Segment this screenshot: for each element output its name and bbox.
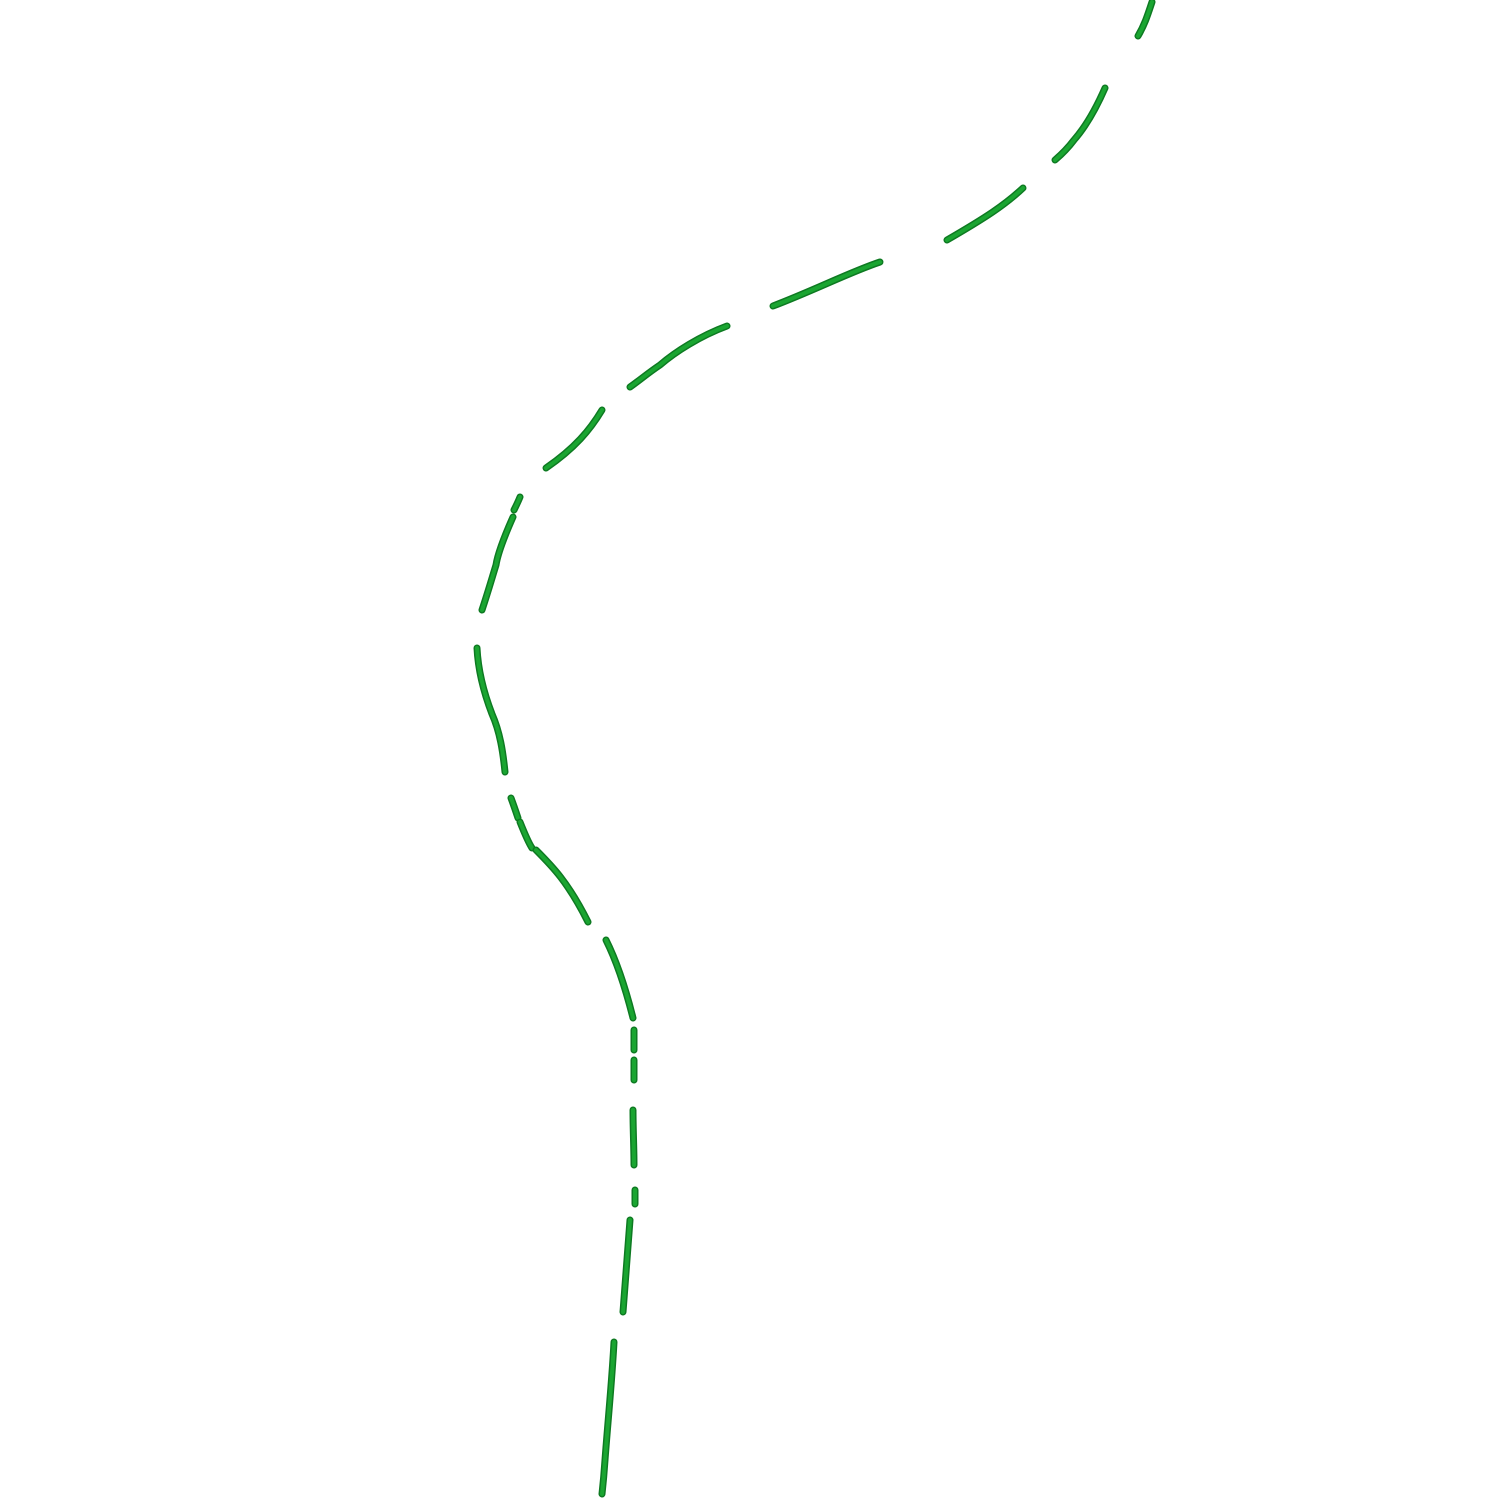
dash-segment [475,646,507,774]
dash-segment [480,515,515,612]
dash-segment [534,848,590,924]
dash-segment [631,1108,636,1167]
dash-segment [1053,86,1107,162]
dash-segment [621,1218,632,1314]
dash-segment [544,408,604,470]
dash-segment [600,1340,616,1496]
dash-segment [945,186,1025,242]
dash-segment [771,260,882,308]
dash-segment [628,324,729,389]
dash-segment [509,796,520,820]
dashed-curve [473,0,1156,1498]
dash-segment [512,495,522,512]
dash-segment [518,820,534,850]
dash-segment [604,938,635,1020]
dash-segment [1136,0,1154,38]
